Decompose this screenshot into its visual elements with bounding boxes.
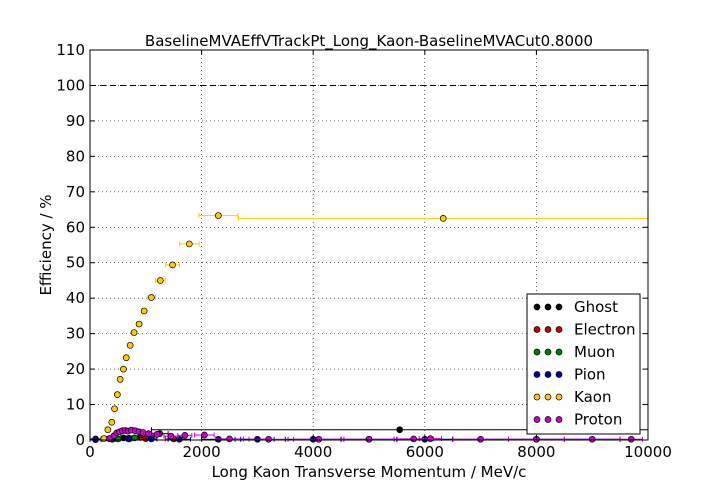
y-axis-label: Efficiency / % (37, 194, 55, 295)
y-tick-label: 80 (66, 147, 85, 165)
proton-point (181, 432, 189, 439)
legend-marker-kaon (544, 393, 552, 401)
legend-label-muon: Muon (574, 343, 615, 361)
y-tick-label: 20 (66, 360, 85, 378)
proton-point (153, 430, 161, 438)
legend-label-kaon: Kaon (574, 388, 611, 406)
y-tick-label: 70 (66, 183, 85, 201)
kaon-point (140, 307, 148, 315)
data-points (89, 212, 649, 443)
kaon-point (100, 435, 108, 442)
legend-label-pion: Pion (574, 366, 606, 384)
kaon-point (130, 329, 138, 336)
proton-point (139, 429, 147, 436)
legend-marker-muon (544, 348, 552, 356)
x-tick-label: 0 (85, 443, 95, 461)
legend-marker-muon (555, 348, 563, 356)
kaon-point (439, 215, 447, 222)
legend-marker-proton (544, 416, 552, 423)
x-tick-label: 4000 (294, 443, 332, 461)
legend-label-proton: Proton (574, 411, 622, 429)
legend-marker-electron (533, 326, 541, 333)
legend-marker-ghost (533, 303, 541, 311)
y-tick-label: 60 (66, 218, 85, 236)
kaon-point (120, 365, 127, 373)
kaon-point (108, 418, 116, 426)
y-tick-label: 10 (66, 396, 85, 414)
legend: Ghost Electron Muon Pion Kaon Proton (526, 293, 641, 435)
x-tick-label: 2000 (183, 443, 221, 461)
y-tick-label: 30 (66, 325, 85, 343)
legend-marker-pion (544, 371, 552, 378)
kaon-point (111, 405, 118, 413)
plot-frame (89, 49, 649, 441)
legend-marker-pion (555, 371, 563, 378)
proton-point (167, 432, 175, 440)
legend-label-ghost: Ghost (574, 298, 618, 316)
legend-marker-ghost (544, 303, 552, 311)
x-tick-label: 6000 (406, 443, 444, 461)
kaon-point (185, 240, 193, 248)
pion-point (175, 435, 183, 443)
pion-point (125, 435, 133, 443)
proton-point (427, 435, 434, 442)
proton-point (365, 435, 373, 443)
legend-box (526, 293, 641, 435)
legend-label-electron: Electron (574, 321, 636, 339)
kaon-point (214, 212, 222, 219)
y-tick-label: 50 (66, 254, 85, 272)
kaon-point (104, 426, 112, 434)
axis-ticks: 0 2000 4000 6000 8000 10000 0 10 20 30 40 50 60 70 80 9… (56, 41, 672, 461)
proton-point (588, 435, 596, 443)
kaon-point (148, 294, 155, 301)
ghost-point (396, 426, 404, 434)
x-tick-label: 10000 (624, 443, 672, 461)
legend-marker-electron (544, 326, 552, 333)
proton-point (477, 435, 484, 443)
y-tick-label: 100 (56, 76, 85, 94)
legend-marker-kaon (555, 393, 563, 401)
legend-marker-ghost (555, 303, 563, 311)
legend-marker-kaon (533, 393, 541, 401)
proton-point (315, 435, 323, 443)
legend-marker-electron (555, 326, 563, 333)
proton-point (627, 435, 635, 443)
y-tick-label: 40 (66, 289, 85, 307)
kaon-point (156, 277, 164, 284)
proton-point (226, 435, 233, 443)
kaon-point (169, 261, 176, 269)
kaon-point (122, 354, 130, 362)
legend-marker-pion (533, 371, 541, 378)
legend-marker-proton (555, 416, 563, 423)
proton-point (410, 435, 417, 443)
proton-point (201, 431, 208, 439)
kaon-point (116, 376, 124, 383)
proton-point (145, 430, 152, 437)
y-tick-label: 0 (75, 431, 85, 449)
proton-point (265, 435, 272, 443)
y-tick-label: 110 (56, 41, 85, 59)
kaon-point (126, 341, 134, 349)
x-axis-label: Long Kaon Transverse Momentum / MeV/c (212, 463, 527, 481)
kaon-point (135, 320, 143, 328)
x-tick-label: 8000 (517, 443, 555, 461)
legend-marker-proton (533, 416, 541, 423)
kaon-point (113, 391, 121, 398)
legend-marker-muon (533, 348, 541, 356)
y-tick-label: 90 (66, 112, 85, 130)
chart-title: BaselineMVAEffVTrackPt_Long_Kaon-Baselin… (145, 32, 593, 51)
